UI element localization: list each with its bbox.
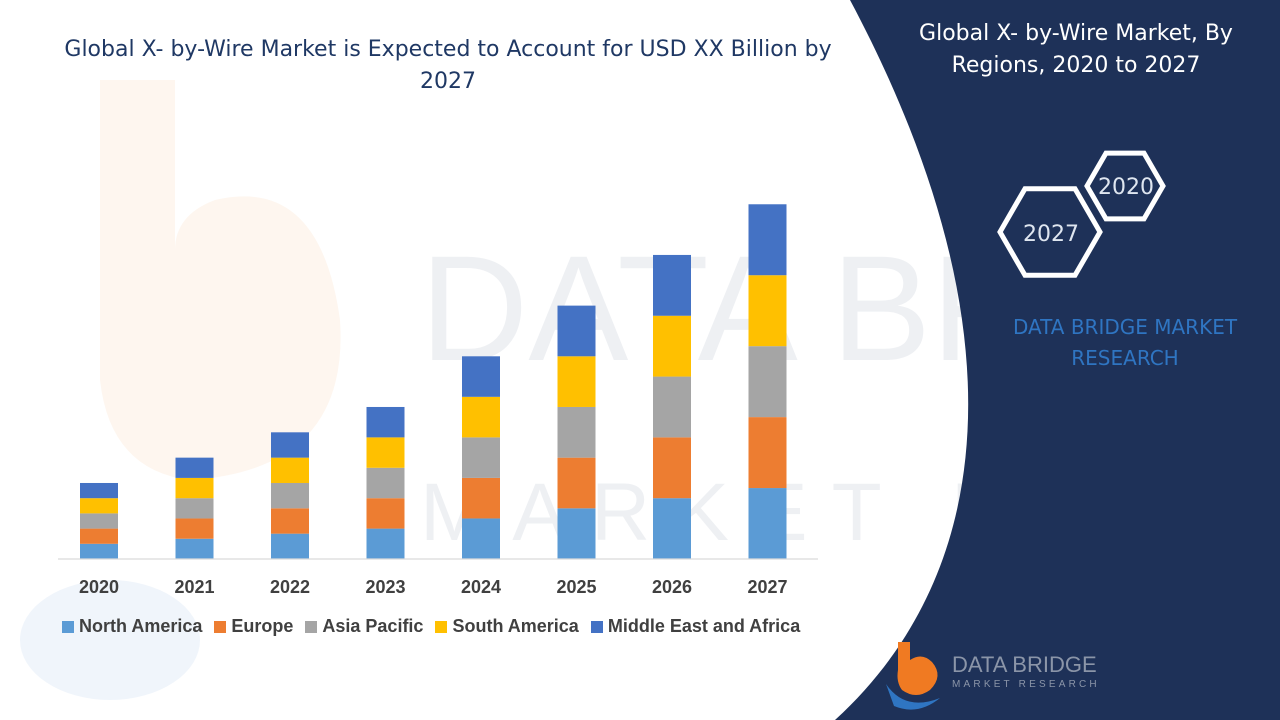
data-bridge-logo: DATA BRIDGE MARKET RESEARCH xyxy=(886,642,1100,710)
x-axis-labels: 2020 2021 2022 2023 2024 2025 2026 2027 xyxy=(79,577,788,597)
bar-segment-2026-series-3 xyxy=(653,315,691,377)
bar-segment-2027-series-2 xyxy=(748,346,787,418)
bar-segment-2023-series-2 xyxy=(366,467,405,499)
x-tick-label-2021: 2021 xyxy=(174,577,214,597)
bar-segment-2026-series-2 xyxy=(653,376,691,438)
bar-segment-2022-series-4 xyxy=(271,432,309,458)
legend-swatch xyxy=(214,620,227,633)
legend-item-north-america: North America xyxy=(62,616,202,637)
chart-title: Global X- by-Wire Market is Expected to … xyxy=(64,37,832,94)
legend-item-south-america: South America xyxy=(435,616,579,637)
bar-segment-2025-series-2 xyxy=(557,406,596,458)
bar-segment-2023-series-1 xyxy=(366,498,405,529)
legend-label: South America xyxy=(452,616,579,636)
bar-segment-2026-series-4 xyxy=(653,254,691,316)
legend-label: Asia Pacific xyxy=(322,616,424,636)
legend-label: North America xyxy=(79,616,203,636)
chart-bars xyxy=(80,204,787,559)
bar-segment-2024-series-4 xyxy=(462,356,500,397)
bar-segment-2021-series-2 xyxy=(175,498,214,519)
bar-segment-2024-series-2 xyxy=(462,437,500,478)
hexagon-2027-label: 2027 xyxy=(1023,222,1079,247)
logo-text-line2: MARKET RESEARCH xyxy=(952,679,1100,690)
bar-segment-2027-series-3 xyxy=(748,275,787,347)
hexagon-2020: 2020 xyxy=(1084,150,1166,222)
x-tick-label-2020: 2020 xyxy=(79,577,119,597)
bar-segment-2023-series-3 xyxy=(366,437,405,468)
hexagon-2027: 2027 xyxy=(997,186,1103,278)
bar-segment-2021-series-4 xyxy=(175,457,214,478)
watermark-logo-mark xyxy=(100,80,341,480)
bar-segment-2020-series-0 xyxy=(80,543,118,559)
bar-segment-2024-series-0 xyxy=(462,518,500,559)
bar-segment-2023-series-4 xyxy=(366,406,405,438)
bar-segment-2022-series-3 xyxy=(271,457,309,483)
bar-segment-2025-series-1 xyxy=(557,457,596,509)
legend-item-europe: Europe xyxy=(214,616,293,637)
legend-item-middle-east-and-africa: Middle East and Africa xyxy=(590,616,801,637)
x-tick-label-2025: 2025 xyxy=(556,577,596,597)
logo-swirl xyxy=(886,684,940,710)
legend-item-asia-pacific: Asia Pacific xyxy=(305,616,423,637)
x-tick-label-2027: 2027 xyxy=(747,577,787,597)
bar-segment-2021-series-0 xyxy=(175,538,214,559)
bar-segment-2020-series-2 xyxy=(80,513,118,529)
bar-segment-2021-series-1 xyxy=(175,518,214,539)
bar-segment-2024-series-1 xyxy=(462,477,500,519)
panel-title: Global X- by-Wire Market, By Regions, 20… xyxy=(919,21,1233,78)
legend-label: Middle East and Africa xyxy=(607,616,801,636)
x-tick-label-2023: 2023 xyxy=(365,577,405,597)
bar-segment-2023-series-0 xyxy=(366,528,405,559)
bar-segment-2024-series-3 xyxy=(462,396,500,438)
bar-segment-2026-series-0 xyxy=(653,498,691,559)
logo-mark xyxy=(897,642,938,695)
hexagon-2027-outline xyxy=(997,186,1103,278)
bar-segment-2020-series-4 xyxy=(80,482,118,499)
x-tick-label-2026: 2026 xyxy=(652,577,692,597)
bar-segment-2027-series-1 xyxy=(748,417,787,489)
logo-text-line1: DATA BRIDGE xyxy=(952,652,1097,677)
x-tick-label-2022: 2022 xyxy=(270,577,310,597)
bar-segment-2025-series-4 xyxy=(557,305,596,357)
hexagon-2020-label: 2020 xyxy=(1098,175,1154,200)
bar-segment-2021-series-3 xyxy=(175,477,214,499)
hexagon-2020-outline xyxy=(1084,150,1166,222)
bar-segment-2027-series-0 xyxy=(748,488,787,559)
legend-swatch xyxy=(62,620,74,633)
legend-swatch xyxy=(305,620,318,633)
bar-segment-2022-series-0 xyxy=(271,533,309,559)
bar-segment-2025-series-0 xyxy=(557,508,596,559)
bar-segment-2020-series-1 xyxy=(80,528,118,544)
bar-segment-2027-series-4 xyxy=(748,204,787,276)
bar-segment-2022-series-2 xyxy=(271,482,309,509)
legend-label: Europe xyxy=(231,616,294,636)
watermark-logo-swirl xyxy=(20,580,200,700)
legend-swatch xyxy=(590,620,603,633)
bar-segment-2022-series-1 xyxy=(271,508,309,534)
bar-segment-2020-series-3 xyxy=(80,498,118,514)
legend-swatch xyxy=(435,620,448,633)
side-panel xyxy=(835,0,1280,720)
x-tick-label-2024: 2024 xyxy=(461,577,501,597)
bar-segment-2026-series-1 xyxy=(653,437,691,499)
bar-segment-2025-series-3 xyxy=(557,356,596,407)
chart-legend: North America Europe Asia Pacific South … xyxy=(62,616,800,637)
brand-text: DATA BRIDGE MARKET RESEARCH xyxy=(1012,315,1238,370)
